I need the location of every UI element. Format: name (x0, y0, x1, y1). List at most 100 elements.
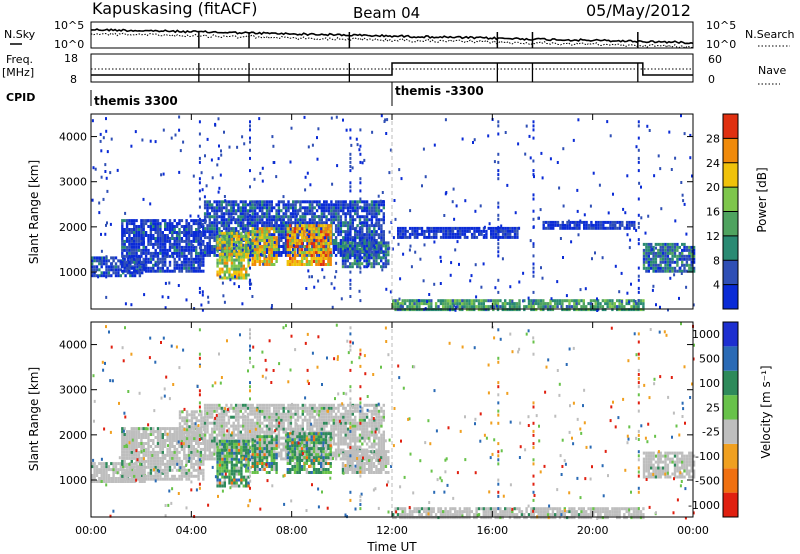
heatmap-cell (218, 421, 221, 425)
heatmap-cell (200, 431, 203, 435)
nsky-right-tick-bottom: 10^0 (706, 38, 736, 51)
heatmap-cell (192, 260, 195, 264)
heatmap-cell (258, 206, 262, 210)
scatter-cell (419, 257, 422, 261)
heatmap-cell (251, 218, 254, 222)
heatmap-cell (130, 237, 133, 240)
scatter-cell (216, 163, 219, 167)
heatmap-cell (594, 223, 598, 227)
heatmap-cell (268, 218, 271, 222)
heatmap-cell (437, 299, 440, 303)
heatmap-cell (211, 439, 214, 443)
heatmap-cell (261, 251, 264, 254)
heatmap-cell (515, 305, 519, 309)
heatmap-cell (411, 302, 414, 306)
heatmap-cell (377, 253, 380, 257)
heatmap-cell (237, 243, 241, 247)
heatmap-cell (213, 430, 216, 434)
heatmap-cell (563, 308, 566, 312)
scatter-cell (629, 238, 632, 242)
heatmap-cell (346, 224, 350, 228)
heatmap-cell (270, 233, 273, 237)
heatmap-cell (268, 257, 271, 260)
scatter-cell (342, 118, 344, 122)
heatmap-cell (446, 308, 450, 312)
heatmap-cell (292, 221, 295, 225)
heatmap-cell (203, 230, 207, 234)
heatmap-cell (171, 474, 174, 478)
scatter-cell (674, 156, 677, 160)
heatmap-cell (251, 242, 254, 245)
heatmap-cell (142, 231, 145, 234)
heatmap-cell (504, 229, 507, 233)
heatmap-cell (197, 237, 200, 240)
heatmap-cell (351, 241, 354, 245)
heatmap-cell (208, 200, 211, 204)
heatmap-cell (327, 251, 330, 254)
heatmap-cell (239, 200, 242, 204)
streak-cell (637, 124, 640, 128)
heatmap-cell (144, 222, 148, 226)
heatmap-cell (334, 242, 338, 245)
scatter-cell (109, 222, 112, 226)
heatmap-cell (215, 409, 219, 413)
heatmap-cell (183, 419, 186, 423)
heatmap-cell (125, 465, 129, 469)
heatmap-cell (263, 251, 266, 254)
heatmap-cell (365, 245, 369, 248)
streak-cell (249, 246, 251, 250)
heatmap-cell (121, 234, 124, 237)
heatmap-cell (268, 206, 271, 210)
heatmap-cell (411, 305, 414, 309)
heatmap-cell (123, 248, 126, 252)
heatmap-cell (292, 206, 295, 210)
heatmap-cell (142, 242, 145, 246)
heatmap-cell (190, 425, 194, 429)
heatmap-cell (185, 416, 189, 420)
heatmap-cell (133, 447, 136, 451)
heatmap-cell (353, 256, 357, 260)
heatmap-cell (293, 263, 297, 266)
heatmap-cell (221, 270, 224, 274)
scatter-cell (572, 138, 575, 142)
heatmap-cell (125, 468, 129, 472)
heatmap-cell (161, 477, 164, 481)
heatmap-cell (135, 239, 138, 243)
heatmap-cell (349, 241, 352, 245)
heatmap-cell (102, 480, 106, 483)
scatter-cell (456, 240, 459, 244)
heatmap-cell (587, 308, 590, 312)
heatmap-cell (286, 233, 289, 237)
heatmap-cell (323, 221, 326, 225)
heatmap-cell (142, 237, 145, 240)
heatmap-cell (322, 239, 325, 243)
streak-cell (249, 213, 251, 217)
heatmap-cell (344, 253, 347, 257)
heatmap-cell (185, 242, 188, 246)
scatter-cell (408, 248, 411, 252)
heatmap-cell (561, 226, 564, 230)
heatmap-cell (428, 232, 431, 236)
heatmap-cell (195, 439, 198, 442)
heatmap-cell (311, 218, 314, 222)
scatter-cell (307, 235, 310, 239)
heatmap-cell (506, 302, 509, 306)
heatmap-cell (237, 430, 240, 434)
nsky-left-tick-bottom: 10^0 (54, 38, 84, 51)
heatmap-cell (237, 258, 241, 262)
scatter-cell (250, 282, 253, 286)
streak-cell (532, 169, 535, 173)
heatmap-cell (208, 439, 211, 443)
heatmap-cell (332, 251, 335, 254)
scatter-cell (417, 299, 420, 303)
heatmap-cell (311, 200, 314, 204)
heatmap-cell (346, 236, 350, 240)
heatmap-cell (203, 457, 207, 461)
heatmap-cell (342, 236, 345, 240)
heatmap-cell (137, 433, 141, 436)
heatmap-cell (676, 245, 679, 249)
heatmap-cell (195, 459, 198, 463)
heatmap-cell (356, 212, 359, 216)
heatmap-cell (361, 215, 364, 219)
